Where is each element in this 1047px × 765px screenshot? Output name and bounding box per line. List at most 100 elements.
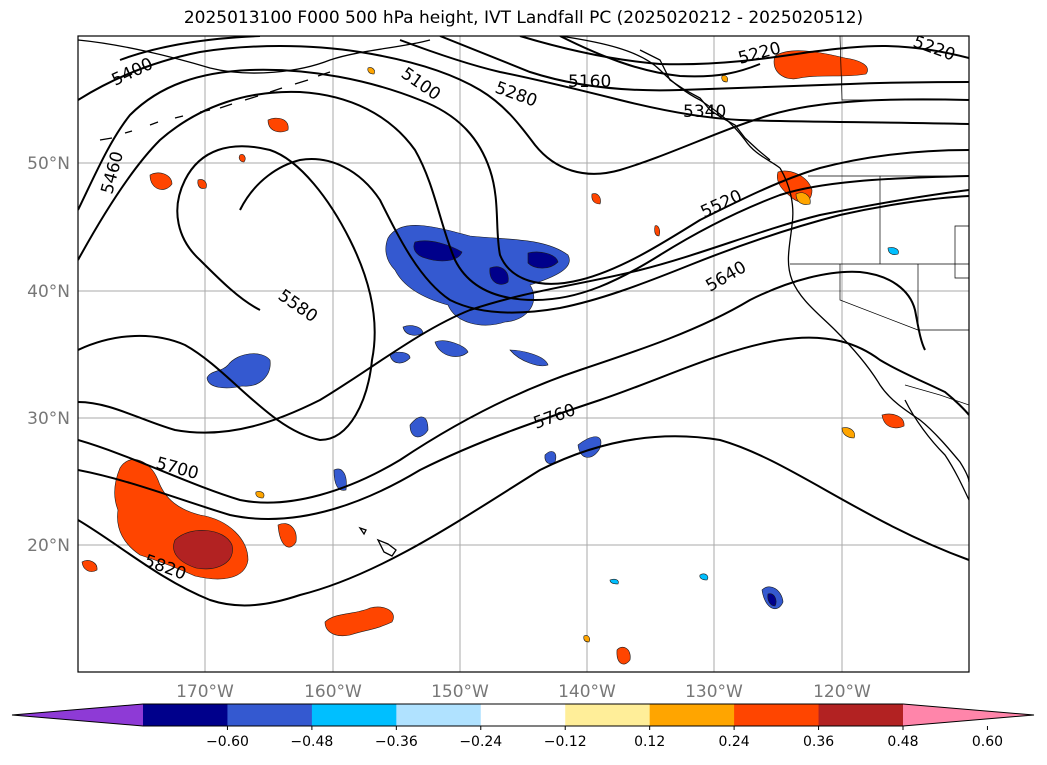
coast-hawaii (376, 538, 397, 557)
colorbar-tick-label: 0.24 (719, 734, 750, 750)
ivt-blob-offshore-2 (654, 225, 660, 237)
map-frame (77, 35, 970, 673)
ivt-blob-tiny-2 (367, 67, 375, 75)
colorbar-segment (734, 704, 820, 726)
colorbar-extend-high (903, 704, 1034, 726)
coast-pacific-nw (779, 167, 969, 483)
contour-label-5580: 5580 (274, 286, 321, 327)
ivt-blob-mid-2 (402, 325, 424, 336)
ivt-blob-sw-edge (81, 560, 98, 572)
ivt-blob-small-3 (887, 247, 899, 255)
colorbar-tick-label: −0.60 (206, 734, 249, 750)
lon-label-150w: 150°W (431, 682, 489, 702)
border-us-mexico (904, 384, 969, 406)
ivt-blob-south-small (616, 647, 631, 665)
ivt-blob-socal (881, 413, 905, 429)
coast-alaska-peninsula (78, 39, 431, 74)
ivt-blob-central-dark-3 (489, 266, 509, 285)
ivt-blob-west (206, 353, 271, 389)
contour-label-5700: 5700 (154, 454, 201, 485)
colorbar-tick-label: −0.24 (459, 734, 502, 750)
contour-5400 (78, 45, 969, 175)
ivt-blob-mid-4 (509, 349, 549, 367)
coast-gulf-of-alaska (559, 36, 781, 169)
colorbar-segment (227, 704, 313, 726)
lon-label-160w: 160°W (304, 682, 362, 702)
ivt-blob-southwest-core (173, 530, 233, 570)
ivt-blob-offshore-1 (591, 193, 601, 205)
contour-label-5460: 5460 (98, 149, 129, 196)
lat-label-20n: 20°N (27, 536, 70, 556)
coast-hawaii-2 (358, 526, 367, 536)
colorbar-segment (565, 704, 651, 726)
contour-5820 (78, 435, 969, 607)
ivt-blob-small-2 (609, 578, 619, 585)
contour-label-5760: 5760 (531, 400, 578, 434)
border-states-4 (917, 264, 969, 331)
lat-label-40n: 40°N (27, 282, 70, 302)
ivt-blob-small-1 (699, 573, 709, 581)
contour-5220 (519, 36, 969, 66)
ivt-blob-mid-5 (409, 416, 429, 438)
ivt-blob-mid-1 (434, 340, 469, 357)
ivt-blob-north-3 (197, 179, 207, 189)
colorbar-tick-label: 0.12 (634, 734, 665, 750)
lon-label-170w: 170°W (176, 682, 234, 702)
ivt-blob-south-east-dark (767, 593, 777, 607)
lon-label-130w: 130°W (685, 682, 743, 702)
colorbar-extend-low (12, 704, 143, 726)
ivt-blob-gulf-alaska (773, 50, 868, 80)
contour-label-5220-b: 5220 (910, 32, 957, 66)
map-title: 2025013100 F000 500 hPa height, IVT Land… (183, 8, 864, 28)
ivt-blob-southwest-small (277, 523, 297, 548)
gridlines (78, 36, 969, 672)
ivt-blob-mid-6 (333, 468, 347, 491)
contour-label-5160: 5160 (568, 72, 611, 92)
lon-label-140w: 140°W (558, 682, 616, 702)
colorbar-segment (649, 704, 735, 726)
colorbar-segment (311, 704, 397, 726)
ivt-blob-baja (841, 427, 855, 439)
contour-5760 (78, 336, 969, 520)
border-states-5 (954, 225, 969, 279)
contour-5460 (78, 68, 969, 285)
border-states-3 (839, 264, 919, 331)
ivt-blob-north-1 (149, 172, 173, 190)
ivt-blob-tiny-3 (583, 635, 590, 643)
contour-5580 (78, 145, 376, 442)
colorbar-segment (396, 704, 482, 726)
colorbar-tick-label: −0.12 (544, 734, 587, 750)
ivt-blob-south-mid (324, 606, 394, 637)
lon-label-120w: 120°W (813, 682, 871, 702)
contour-5580b (239, 158, 969, 314)
contour-label-5340: 5340 (683, 102, 726, 122)
ivt-blob-tiny-1 (721, 75, 728, 83)
coastlines (78, 36, 969, 557)
contour-label-5400: 5400 (109, 54, 157, 90)
colorbar-tick-label: −0.48 (290, 734, 333, 750)
colorbar-segment (143, 704, 228, 726)
contour-5640 (78, 189, 969, 434)
colorbar-segment (818, 704, 904, 726)
contour-label-5640: 5640 (703, 257, 750, 296)
colorbar-tick-label: −0.36 (375, 734, 418, 750)
colorbar-tick-label: 0.36 (803, 734, 834, 750)
colorbar-tick-label: 0.60 (972, 734, 1003, 750)
contour-5520 (78, 90, 969, 302)
ivt-blob-mid-3 (389, 351, 411, 364)
contour-label-5280: 5280 (492, 78, 539, 112)
ivt-blob-mid-8 (544, 451, 557, 465)
colorbar-tick-label: 0.48 (887, 734, 918, 750)
colorbar-outline (11, 703, 1035, 727)
ivt-blob-north-2 (267, 117, 289, 133)
ivt-blob-central-dark-1 (413, 240, 463, 262)
contour-label-5520: 5520 (698, 186, 746, 222)
height-contours (78, 36, 969, 607)
coast-baja (904, 399, 969, 501)
contour-5700 (78, 270, 926, 504)
contour-5340 (119, 36, 969, 125)
colorbar-segment (480, 704, 566, 726)
lat-label-50n: 50°N (27, 154, 70, 174)
latitude-labels: 50°N 40°N 30°N 20°N (27, 154, 70, 556)
